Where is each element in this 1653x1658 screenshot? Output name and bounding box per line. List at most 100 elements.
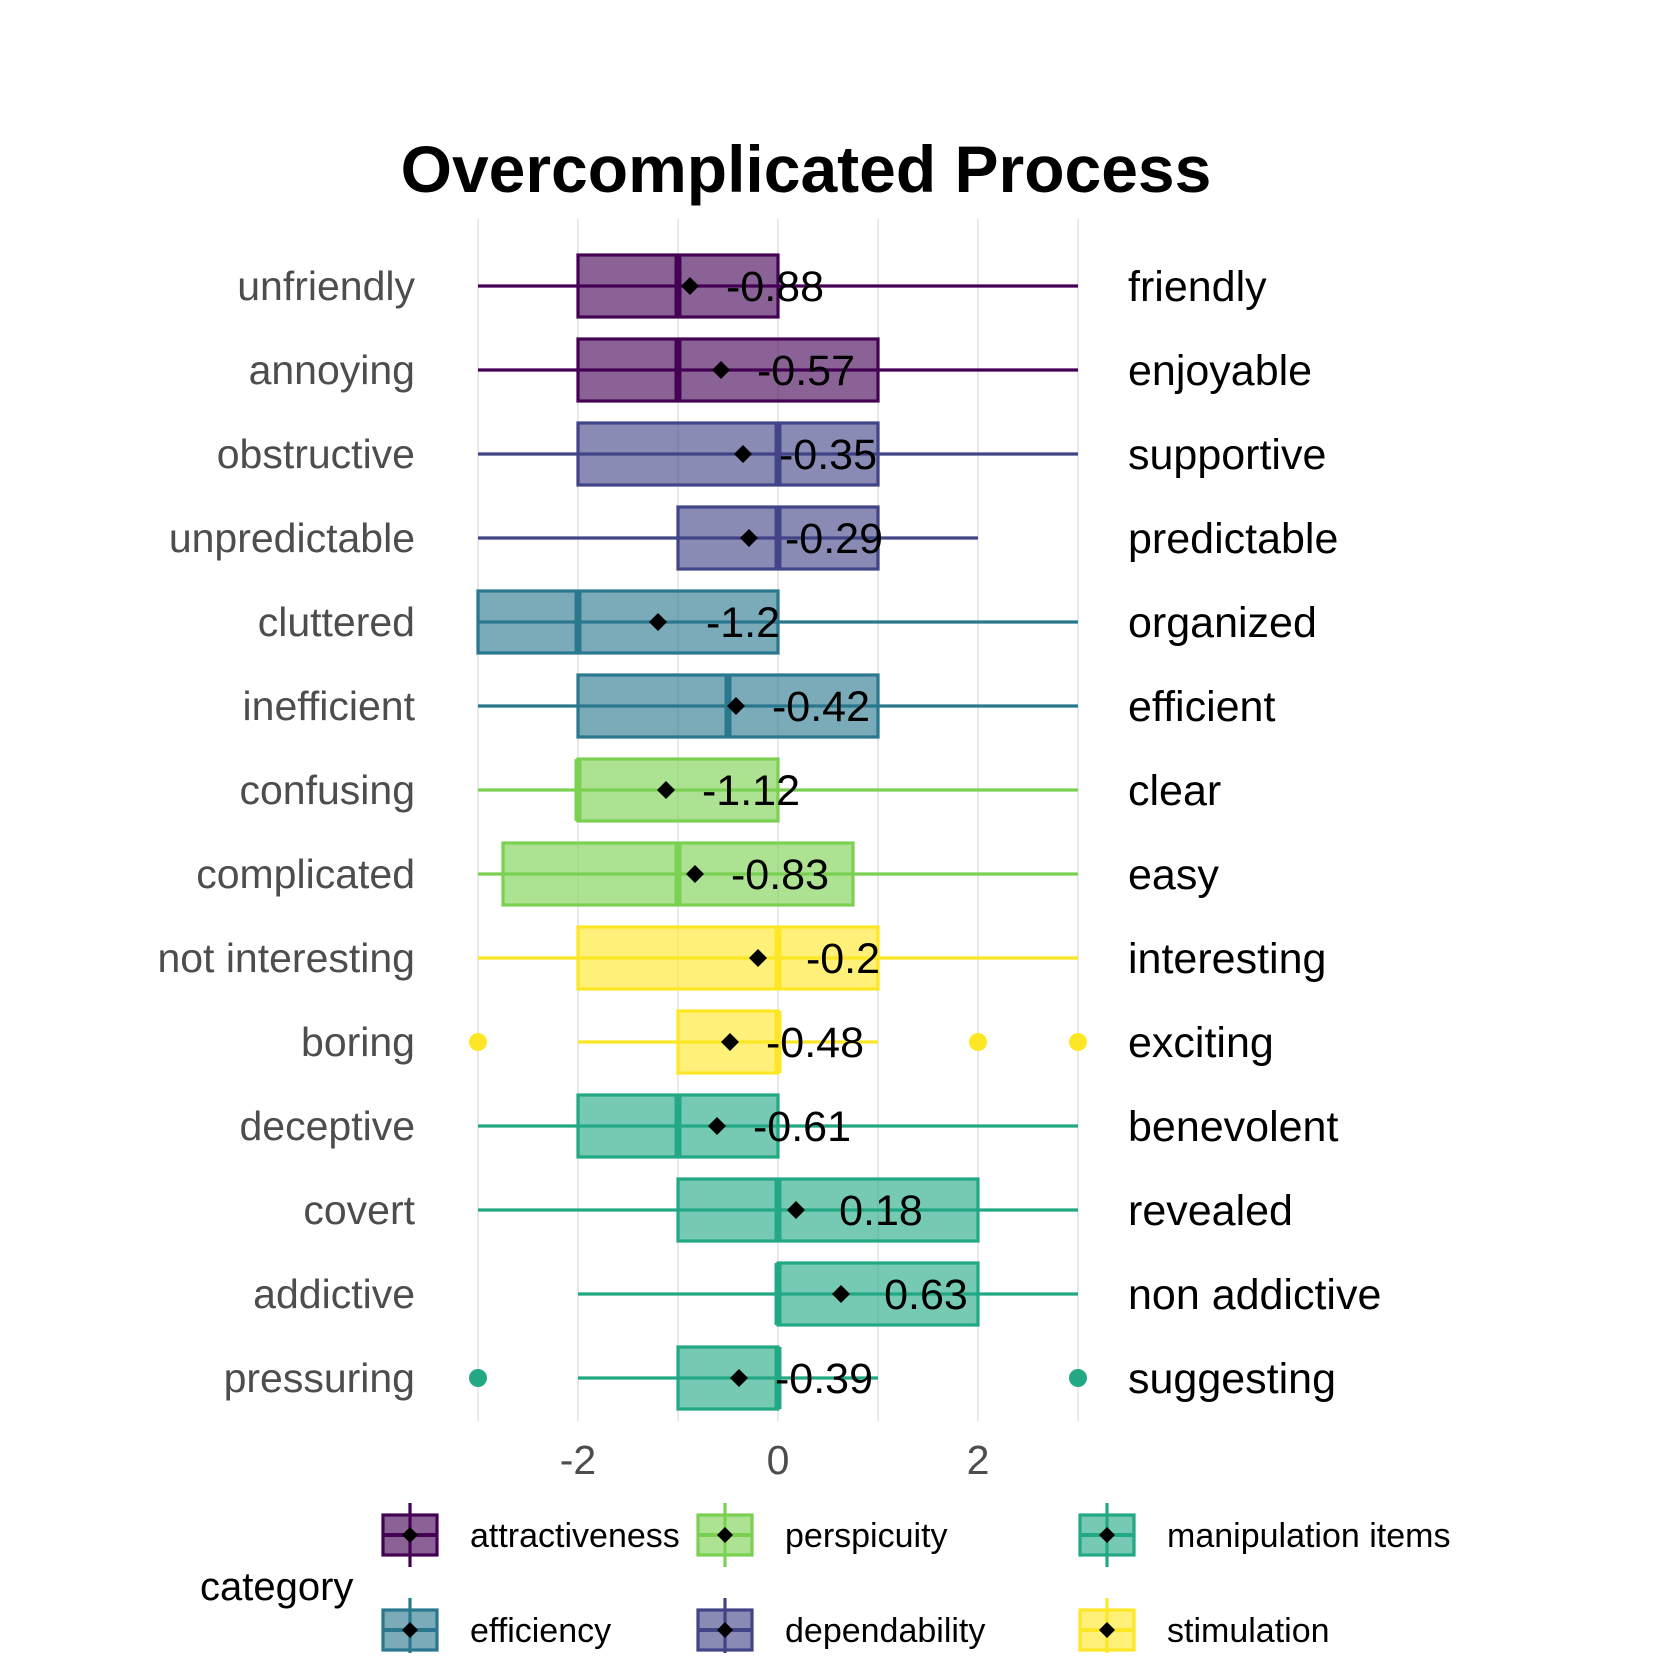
x-axis: -2 0 2 [560, 1437, 990, 1483]
legend-entry-label: attractiveness [470, 1517, 680, 1555]
mean-marker [686, 865, 704, 883]
legend-item: efficiency [381, 1598, 611, 1658]
left-item-label: annoying [249, 347, 415, 393]
mean-marker [681, 277, 699, 295]
box [676, 1345, 780, 1411]
mean-value-label: -0.29 [785, 515, 883, 563]
legend-entry-label: perspicuity [785, 1517, 948, 1555]
boxes [469, 253, 1087, 1411]
legend-entry-label: stimulation [1167, 1612, 1330, 1650]
outlier-point [1069, 1369, 1087, 1387]
mean-value-label: -0.2 [806, 935, 880, 983]
legend-title: category [200, 1565, 353, 1609]
left-item-label: unfriendly [237, 263, 415, 309]
outlier-point [469, 1033, 487, 1051]
legend-item: attractiveness [381, 1503, 680, 1567]
mean-value-label: -0.42 [772, 683, 870, 731]
mean-marker [787, 1201, 805, 1219]
right-item-label: efficient [1128, 683, 1275, 731]
box [576, 421, 880, 487]
right-item-label: enjoyable [1128, 347, 1312, 395]
legend-key-mean-marker [402, 1527, 418, 1543]
box-row [478, 253, 1078, 319]
mean-marker [749, 949, 767, 967]
legend-item: manipulation items [1078, 1503, 1450, 1567]
box-row [478, 1177, 1078, 1243]
legend-item: perspicuity [696, 1503, 948, 1567]
box-row [478, 841, 1078, 907]
box-row [478, 673, 1078, 739]
left-item-label: addictive [253, 1271, 415, 1317]
box-row [478, 421, 1078, 487]
left-item-label: complicated [196, 851, 415, 897]
mean-marker [721, 1033, 739, 1051]
mean-value-label: 0.18 [839, 1187, 923, 1235]
box [476, 589, 780, 655]
left-item-label: inefficient [243, 683, 416, 729]
left-item-label: unpredictable [169, 515, 415, 561]
mean-value-label: -1.2 [706, 599, 780, 647]
legend-key-mean-marker [1099, 1527, 1115, 1543]
left-item-label: covert [303, 1187, 415, 1233]
legend-key-mean-marker [1099, 1622, 1115, 1638]
mean-value-label: -0.39 [775, 1355, 873, 1403]
left-item-label: deceptive [239, 1103, 415, 1149]
mean-marker [734, 445, 752, 463]
left-item-label: boring [301, 1019, 415, 1065]
mean-value-label: -0.88 [726, 263, 824, 311]
right-item-label: predictable [1128, 515, 1338, 563]
right-item-label: easy [1128, 851, 1219, 899]
outlier-point [969, 1033, 987, 1051]
left-item-label: confusing [239, 767, 415, 813]
box-row [469, 1345, 1087, 1411]
mean-value-label: -0.61 [753, 1103, 851, 1151]
legend-item: dependability [696, 1598, 985, 1658]
mean-marker [712, 361, 730, 379]
right-item-label: non addictive [1128, 1271, 1381, 1319]
outlier-point [1069, 1033, 1087, 1051]
right-item-label: supportive [1128, 431, 1326, 479]
box-row [478, 505, 978, 571]
legend-entry-label: manipulation items [1167, 1517, 1450, 1555]
box-row [478, 757, 1078, 823]
x-tick-label: -2 [560, 1437, 596, 1483]
left-item-label: pressuring [224, 1355, 415, 1401]
box-row [478, 337, 1078, 403]
box-row [578, 1261, 1078, 1327]
legend-entry-label: efficiency [470, 1612, 611, 1650]
left-item-label: not interesting [157, 935, 415, 981]
mean-value-label: -0.57 [757, 347, 855, 395]
mean-marker [727, 697, 745, 715]
right-item-label: clear [1128, 767, 1221, 815]
box-row [478, 925, 1078, 991]
mean-marker [740, 529, 758, 547]
right-item-label: friendly [1128, 263, 1267, 311]
chart-title: Overcomplicated Process [401, 132, 1212, 206]
right-item-label: revealed [1128, 1187, 1293, 1235]
outlier-point [469, 1369, 487, 1387]
left-item-label: obstructive [217, 431, 415, 477]
box [576, 757, 780, 823]
legend-item: stimulation [1078, 1598, 1330, 1658]
mean-marker [832, 1285, 850, 1303]
right-item-label: exciting [1128, 1019, 1274, 1067]
mean-value-label: 0.63 [884, 1271, 968, 1319]
mean-marker [730, 1369, 748, 1387]
right-item-label: benevolent [1128, 1103, 1338, 1151]
x-tick-label: 0 [767, 1437, 790, 1483]
mean-marker [708, 1117, 726, 1135]
legend-key-mean-marker [402, 1622, 418, 1638]
mean-value-label: -0.48 [766, 1019, 864, 1067]
legend-key-mean-marker [717, 1527, 733, 1543]
box [676, 1177, 980, 1243]
right-item-label: suggesting [1128, 1355, 1336, 1403]
legend-entry-label: dependability [785, 1612, 985, 1650]
mean-marker [657, 781, 675, 799]
box-row [478, 1093, 1078, 1159]
x-tick-label: 2 [967, 1437, 990, 1483]
legend-key-mean-marker [717, 1622, 733, 1638]
box-row [469, 1009, 1087, 1075]
legend: category attractiveness efficiency perspicu… [200, 1503, 1450, 1658]
